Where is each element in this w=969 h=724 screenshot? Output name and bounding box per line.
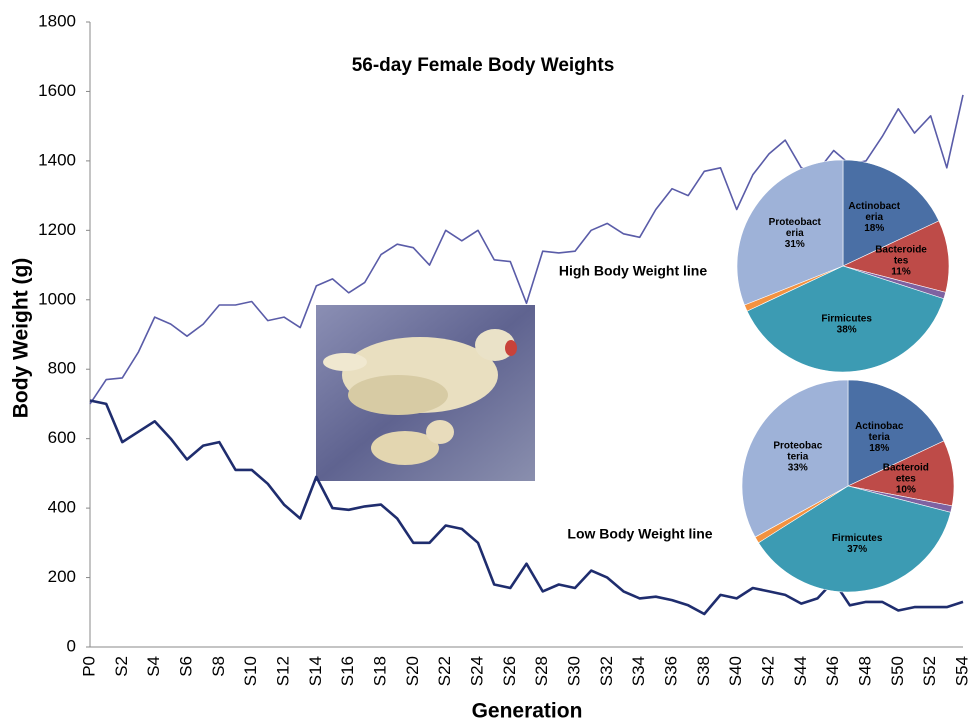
- x-tick-label: P0: [79, 656, 98, 677]
- annotation: High Body Weight line: [559, 263, 708, 279]
- slice-label-line: teria: [869, 431, 891, 442]
- x-tick-label: S12: [273, 656, 292, 686]
- y-tick-label: 200: [48, 567, 76, 586]
- x-tick-label: S10: [241, 656, 260, 686]
- slice-label-line: Actinobac: [855, 420, 904, 431]
- chart: Body Weight (g) Generation 56-day Female…: [0, 0, 969, 724]
- x-tick-label: S4: [144, 656, 163, 677]
- y-axis-title: Body Weight (g): [10, 258, 33, 419]
- value-label: 31%: [785, 239, 805, 250]
- x-tick-label: S22: [435, 656, 454, 686]
- x-tick-label: S26: [500, 656, 519, 686]
- x-tick-label: S48: [855, 656, 874, 686]
- slice-label-line: tes: [894, 255, 909, 266]
- x-tick-label: S30: [564, 656, 583, 686]
- slice-label-line: Proteobact: [769, 217, 822, 228]
- slice-label-line: Bacteroide: [875, 244, 927, 255]
- value-label: 18%: [869, 442, 889, 453]
- x-tick-label: S32: [597, 656, 616, 686]
- value-label: 37%: [847, 544, 867, 555]
- x-tick-label: S28: [532, 656, 551, 686]
- y-tick-label: 1800: [38, 11, 76, 30]
- slice-label-line: Firmicutes: [821, 313, 872, 324]
- x-tick-label: S40: [726, 656, 745, 686]
- x-tick-label: S54: [952, 656, 969, 686]
- y-tick-label: 800: [48, 359, 76, 378]
- x-tick-label: S50: [888, 656, 907, 686]
- x-tick-label: S46: [823, 656, 842, 686]
- value-label: 38%: [837, 324, 857, 335]
- slice-label-line: Actinobact: [848, 200, 900, 211]
- y-tick-label: 600: [48, 428, 76, 447]
- x-tick-label: S24: [467, 656, 486, 686]
- value-label: 18%: [864, 222, 884, 233]
- x-tick-label: S18: [370, 656, 389, 686]
- annotation: Low Body Weight line: [567, 526, 712, 542]
- photo: [316, 305, 535, 481]
- x-tick-label: S14: [306, 656, 325, 686]
- y-tick-label: 1000: [38, 289, 76, 308]
- x-tick-label: S42: [758, 656, 777, 686]
- value-label: 11%: [891, 266, 911, 277]
- y-tick-label: 0: [67, 636, 76, 655]
- value-label: 33%: [788, 462, 808, 473]
- slice-label-line: etes: [896, 473, 916, 484]
- x-tick-label: S38: [694, 656, 713, 686]
- y-tick-label: 400: [48, 498, 76, 517]
- x-tick-label: S2: [112, 656, 131, 677]
- x-tick-label: S8: [209, 656, 228, 677]
- x-tick-label: S52: [920, 656, 939, 686]
- x-tick-label: S36: [661, 656, 680, 686]
- slice-label-line: Bacteroid: [883, 462, 929, 473]
- slice-label-line: eria: [865, 211, 883, 222]
- x-tick-label: S16: [338, 656, 357, 686]
- x-tick-label: S20: [403, 656, 422, 686]
- slice-label-line: eria: [786, 228, 804, 239]
- y-tick-label: 1600: [38, 81, 76, 100]
- x-tick-label: S6: [176, 656, 195, 677]
- slice-label-line: teria: [787, 451, 809, 462]
- x-tick-label: S34: [629, 656, 648, 686]
- value-label: 10%: [896, 484, 916, 495]
- slice-label-line: Proteobac: [773, 440, 822, 451]
- chart-title: 56-day Female Body Weights: [352, 55, 615, 76]
- x-axis-title: Generation: [472, 700, 583, 723]
- slice-label-line: Firmicutes: [832, 533, 883, 544]
- y-tick-label: 1400: [38, 150, 76, 169]
- y-tick-label: 1200: [38, 220, 76, 239]
- x-tick-label: S44: [791, 656, 810, 686]
